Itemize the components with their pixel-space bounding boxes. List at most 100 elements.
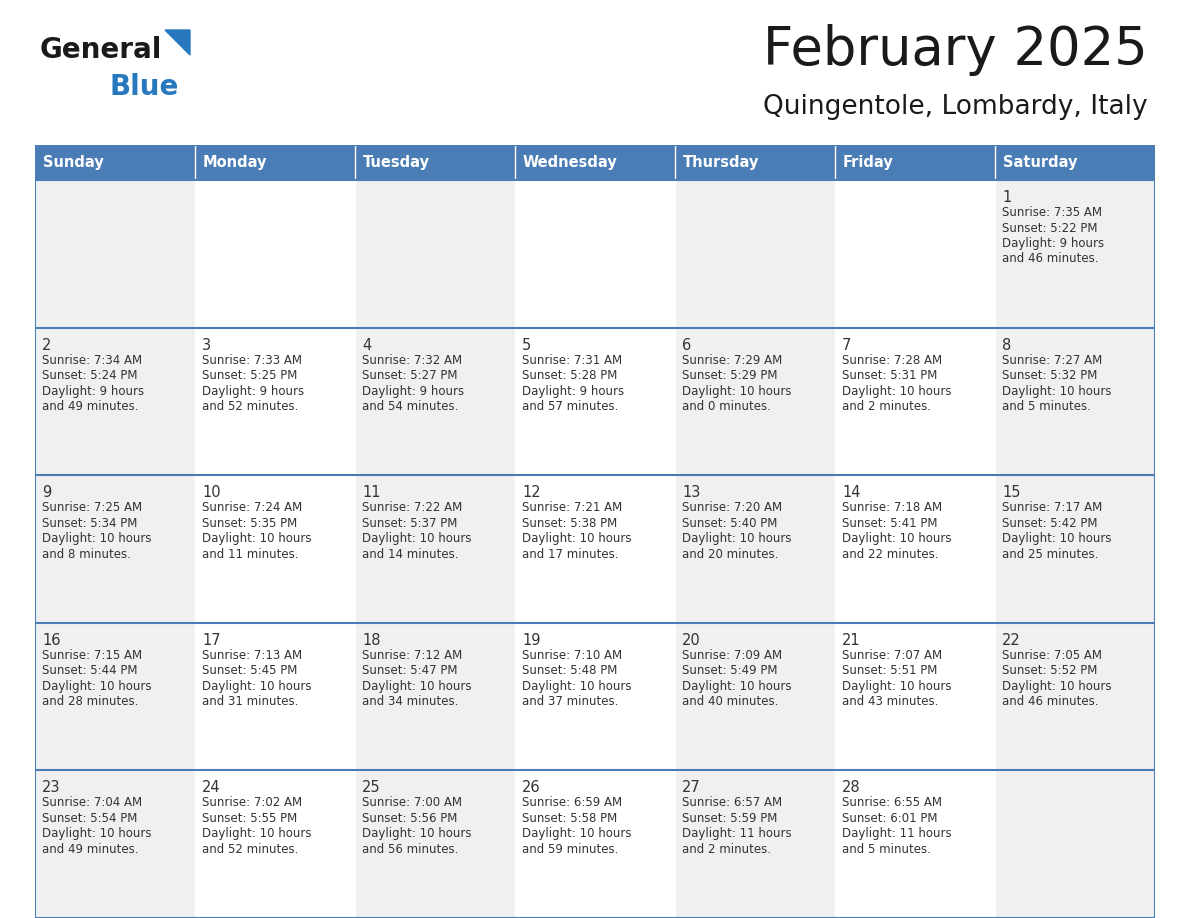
Text: Sunset: 5:58 PM: Sunset: 5:58 PM	[522, 812, 618, 825]
Text: and 43 minutes.: and 43 minutes.	[842, 695, 939, 709]
Text: and 59 minutes.: and 59 minutes.	[522, 843, 619, 856]
Text: and 2 minutes.: and 2 minutes.	[682, 843, 771, 856]
Text: Daylight: 9 hours: Daylight: 9 hours	[202, 385, 304, 397]
Text: 19: 19	[522, 633, 541, 648]
Text: 8: 8	[1001, 338, 1011, 353]
Text: Sunset: 5:45 PM: Sunset: 5:45 PM	[202, 665, 297, 677]
Polygon shape	[165, 30, 190, 55]
Text: 28: 28	[842, 780, 860, 795]
Text: Daylight: 10 hours: Daylight: 10 hours	[682, 385, 791, 397]
Text: Sunrise: 7:27 AM: Sunrise: 7:27 AM	[1001, 353, 1102, 366]
Text: 4: 4	[362, 338, 371, 353]
Text: Daylight: 9 hours: Daylight: 9 hours	[42, 385, 144, 397]
Text: Sunrise: 6:55 AM: Sunrise: 6:55 AM	[842, 797, 942, 810]
Text: and 49 minutes.: and 49 minutes.	[42, 400, 139, 413]
Text: Sunrise: 7:09 AM: Sunrise: 7:09 AM	[682, 649, 782, 662]
Text: and 5 minutes.: and 5 minutes.	[842, 843, 931, 856]
Bar	[355, 145, 516, 180]
Text: 20: 20	[682, 633, 701, 648]
Text: Sunset: 6:01 PM: Sunset: 6:01 PM	[842, 812, 937, 825]
Bar	[34, 622, 195, 770]
Text: Saturday: Saturday	[1003, 155, 1078, 170]
Text: 2: 2	[42, 338, 51, 353]
Bar	[195, 180, 355, 328]
Text: Daylight: 10 hours: Daylight: 10 hours	[202, 680, 311, 693]
Text: and 25 minutes.: and 25 minutes.	[1001, 548, 1099, 561]
Bar	[996, 180, 1155, 328]
Text: 10: 10	[202, 486, 221, 500]
Text: Sunrise: 7:00 AM: Sunrise: 7:00 AM	[362, 797, 462, 810]
Text: Sunset: 5:34 PM: Sunset: 5:34 PM	[42, 517, 138, 530]
Bar	[675, 622, 835, 770]
Text: Sunset: 5:41 PM: Sunset: 5:41 PM	[842, 517, 937, 530]
Text: Sunrise: 7:18 AM: Sunrise: 7:18 AM	[842, 501, 942, 514]
Text: and 5 minutes.: and 5 minutes.	[1001, 400, 1091, 413]
Text: 13: 13	[682, 486, 701, 500]
Text: Daylight: 10 hours: Daylight: 10 hours	[1001, 532, 1112, 545]
Text: Daylight: 10 hours: Daylight: 10 hours	[362, 532, 472, 545]
Text: Sunset: 5:51 PM: Sunset: 5:51 PM	[842, 665, 937, 677]
Bar	[195, 145, 355, 180]
Text: Daylight: 10 hours: Daylight: 10 hours	[522, 680, 632, 693]
Bar	[675, 145, 835, 180]
Text: Sunset: 5:52 PM: Sunset: 5:52 PM	[1001, 665, 1098, 677]
Text: Daylight: 10 hours: Daylight: 10 hours	[682, 532, 791, 545]
Text: Sunrise: 7:07 AM: Sunrise: 7:07 AM	[842, 649, 942, 662]
Text: and 46 minutes.: and 46 minutes.	[1001, 695, 1099, 709]
Bar	[835, 476, 996, 622]
Text: and 17 minutes.: and 17 minutes.	[522, 548, 619, 561]
Text: Sunset: 5:44 PM: Sunset: 5:44 PM	[42, 665, 138, 677]
Text: and 49 minutes.: and 49 minutes.	[42, 843, 139, 856]
Text: and 52 minutes.: and 52 minutes.	[202, 400, 298, 413]
Text: Sunset: 5:31 PM: Sunset: 5:31 PM	[842, 369, 937, 382]
Text: Sunrise: 7:17 AM: Sunrise: 7:17 AM	[1001, 501, 1102, 514]
Bar	[996, 145, 1155, 180]
Text: Monday: Monday	[203, 155, 267, 170]
Text: Sunrise: 7:29 AM: Sunrise: 7:29 AM	[682, 353, 782, 366]
Text: Daylight: 10 hours: Daylight: 10 hours	[42, 532, 152, 545]
Text: Sunrise: 6:59 AM: Sunrise: 6:59 AM	[522, 797, 623, 810]
Text: Sunrise: 7:15 AM: Sunrise: 7:15 AM	[42, 649, 143, 662]
Bar	[996, 770, 1155, 918]
Bar	[34, 770, 195, 918]
Text: and 37 minutes.: and 37 minutes.	[522, 695, 619, 709]
Text: and 40 minutes.: and 40 minutes.	[682, 695, 778, 709]
Text: Sunset: 5:24 PM: Sunset: 5:24 PM	[42, 369, 138, 382]
Text: General: General	[40, 36, 163, 64]
Text: Sunrise: 7:04 AM: Sunrise: 7:04 AM	[42, 797, 143, 810]
Text: Sunrise: 7:02 AM: Sunrise: 7:02 AM	[202, 797, 302, 810]
Text: and 14 minutes.: and 14 minutes.	[362, 548, 459, 561]
Text: Daylight: 9 hours: Daylight: 9 hours	[1001, 237, 1104, 250]
Text: Sunrise: 7:24 AM: Sunrise: 7:24 AM	[202, 501, 302, 514]
Text: Daylight: 10 hours: Daylight: 10 hours	[522, 532, 632, 545]
Bar	[835, 328, 996, 476]
Text: and 57 minutes.: and 57 minutes.	[522, 400, 619, 413]
Text: Sunset: 5:28 PM: Sunset: 5:28 PM	[522, 369, 618, 382]
Bar	[516, 770, 675, 918]
Text: and 31 minutes.: and 31 minutes.	[202, 695, 298, 709]
Text: Sunrise: 7:28 AM: Sunrise: 7:28 AM	[842, 353, 942, 366]
Text: Sunrise: 7:22 AM: Sunrise: 7:22 AM	[362, 501, 462, 514]
Text: Daylight: 11 hours: Daylight: 11 hours	[682, 827, 791, 840]
Bar	[835, 770, 996, 918]
Text: Daylight: 9 hours: Daylight: 9 hours	[362, 385, 465, 397]
Text: 24: 24	[202, 780, 221, 795]
Text: Sunset: 5:27 PM: Sunset: 5:27 PM	[362, 369, 457, 382]
Text: Sunset: 5:54 PM: Sunset: 5:54 PM	[42, 812, 138, 825]
Bar	[516, 145, 675, 180]
Text: Sunrise: 6:57 AM: Sunrise: 6:57 AM	[682, 797, 782, 810]
Text: and 52 minutes.: and 52 minutes.	[202, 843, 298, 856]
Bar	[195, 328, 355, 476]
Text: Sunrise: 7:33 AM: Sunrise: 7:33 AM	[202, 353, 302, 366]
Bar	[516, 180, 675, 328]
Text: Daylight: 10 hours: Daylight: 10 hours	[842, 680, 952, 693]
Text: Daylight: 10 hours: Daylight: 10 hours	[362, 827, 472, 840]
Text: 14: 14	[842, 486, 860, 500]
Text: Thursday: Thursday	[683, 155, 759, 170]
Text: Daylight: 10 hours: Daylight: 10 hours	[842, 532, 952, 545]
Text: Sunset: 5:47 PM: Sunset: 5:47 PM	[362, 665, 457, 677]
Text: Sunrise: 7:13 AM: Sunrise: 7:13 AM	[202, 649, 302, 662]
Text: 18: 18	[362, 633, 380, 648]
Text: and 8 minutes.: and 8 minutes.	[42, 548, 131, 561]
Bar	[34, 145, 195, 180]
